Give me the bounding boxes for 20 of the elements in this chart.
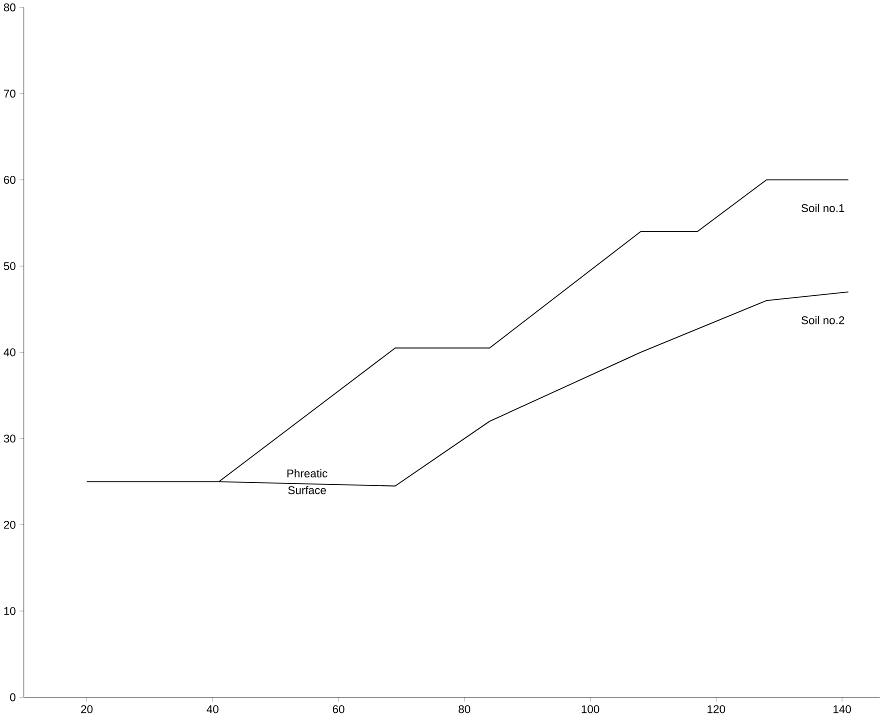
x-tick-label: 100 bbox=[582, 705, 600, 714]
text: Soil no.1 bbox=[802, 204, 844, 212]
x-tick-label: 20 bbox=[81, 705, 93, 714]
x-tick-label: 120 bbox=[708, 705, 726, 714]
y-tick-label: 50 bbox=[4, 262, 16, 270]
y-tick-label: 0 bbox=[10, 694, 16, 702]
y-tick-label: 40 bbox=[4, 348, 16, 357]
annotation: Surface bbox=[288, 486, 326, 494]
x-tick-label: 40 bbox=[206, 705, 218, 714]
series-label: Soil no.2 bbox=[802, 316, 844, 324]
x-tick-label: 140 bbox=[834, 705, 851, 714]
y-tick-label: 10 bbox=[4, 607, 16, 616]
x-tick-label: 80 bbox=[458, 705, 470, 714]
y-tick-label: 30 bbox=[4, 434, 16, 443]
y-tick-label: 70 bbox=[4, 90, 16, 98]
y-tick-label: 80 bbox=[4, 4, 16, 12]
annotation: Phreatic bbox=[287, 469, 328, 478]
y-tick-label: 20 bbox=[4, 521, 16, 529]
x-tick-label: 60 bbox=[332, 705, 344, 714]
y-tick-label: 60 bbox=[4, 176, 16, 184]
